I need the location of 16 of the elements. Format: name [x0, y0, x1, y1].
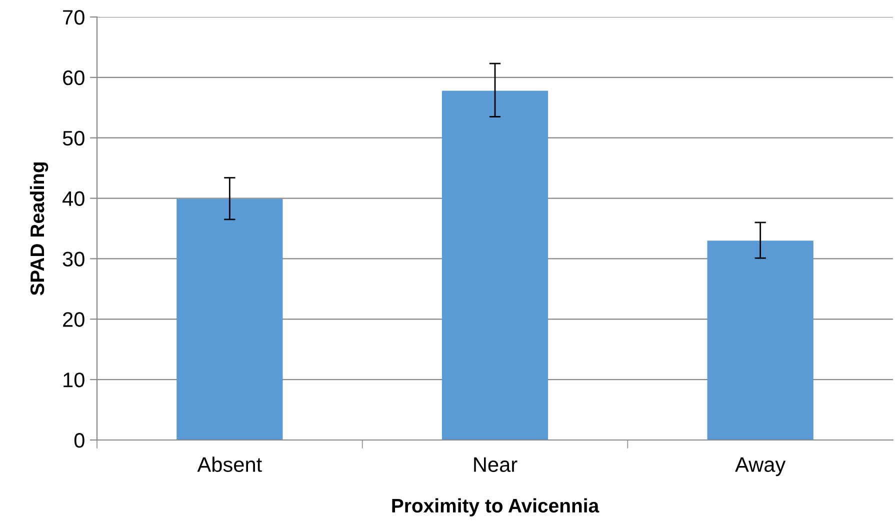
y-tick-label: 50: [62, 130, 84, 146]
x-axis-title: Proximity to Avicennia: [392, 498, 600, 516]
y-tick-label: 40: [62, 191, 84, 206]
y-tick-label: 30: [62, 252, 84, 266]
y-tick-label: 0: [74, 433, 84, 448]
y-tick-label: 20: [63, 312, 84, 327]
y-tick-label: 10: [64, 372, 84, 388]
bar: [442, 90, 548, 440]
x-tick-label: Away: [735, 457, 786, 476]
x-tick-label: Absent: [197, 456, 262, 472]
y-axis-title: SPAD Reading: [30, 162, 48, 296]
bar: [176, 198, 283, 440]
x-tick-label: Near: [474, 457, 518, 472]
y-tick-label: 60: [63, 70, 84, 86]
bar: [707, 240, 814, 440]
y-tick-label: 70: [63, 10, 84, 25]
